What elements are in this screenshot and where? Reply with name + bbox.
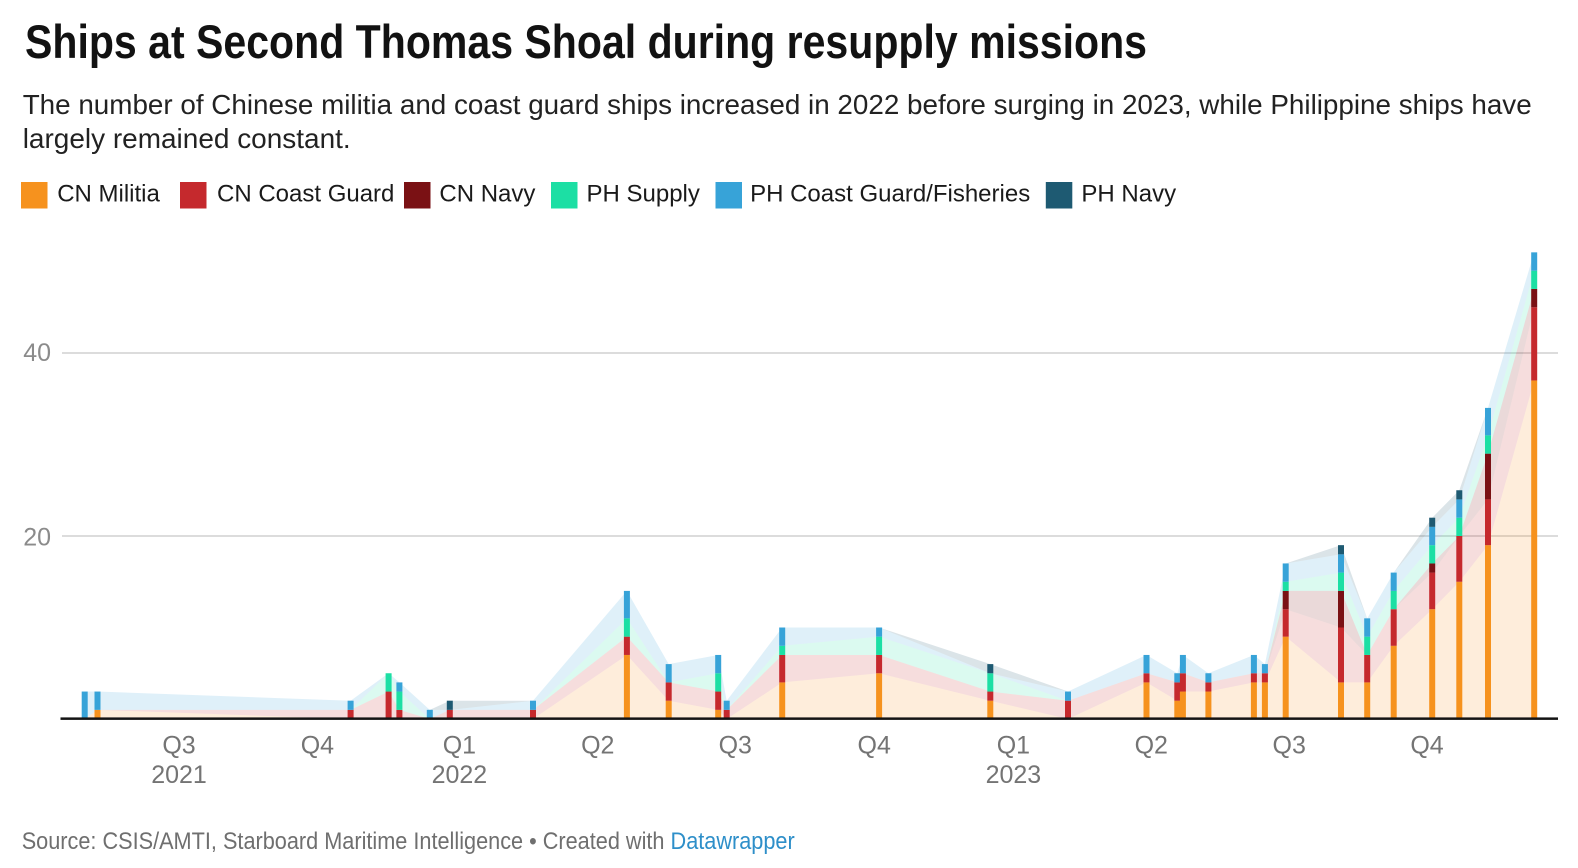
svg-text:PH Supply: PH Supply	[587, 180, 700, 207]
svg-text:Q3: Q3	[719, 732, 752, 760]
svg-text:2023: 2023	[986, 761, 1042, 789]
svg-text:Q1: Q1	[997, 732, 1030, 760]
svg-text:largely remained constant.: largely remained constant.	[23, 123, 351, 154]
svg-text:Q2: Q2	[581, 732, 614, 760]
svg-text:Q1: Q1	[443, 732, 476, 760]
svg-text:PH Coast Guard/Fisheries: PH Coast Guard/Fisheries	[750, 180, 1030, 207]
svg-text:Q4: Q4	[858, 732, 891, 760]
svg-text:PH Navy: PH Navy	[1081, 180, 1176, 207]
svg-text:2022: 2022	[432, 761, 488, 789]
svg-text:Q3: Q3	[1273, 732, 1306, 760]
svg-text:CN Coast Guard: CN Coast Guard	[217, 180, 394, 207]
svg-text:Q3: Q3	[162, 732, 195, 760]
svg-text:Source: CSIS/AMTI, Starboard M: Source: CSIS/AMTI, Starboard Maritime In…	[22, 828, 795, 855]
svg-text:Q4: Q4	[301, 732, 334, 760]
svg-text:20: 20	[23, 524, 51, 552]
svg-text:2021: 2021	[151, 761, 207, 789]
svg-text:CN Navy: CN Navy	[439, 180, 535, 207]
svg-text:CN Militia: CN Militia	[57, 180, 160, 207]
svg-text:The number of Chinese militia: The number of Chinese militia and coast …	[23, 89, 1532, 120]
svg-text:Q4: Q4	[1410, 732, 1443, 760]
svg-text:Ships at Second Thomas Shoal d: Ships at Second Thomas Shoal during resu…	[25, 15, 1147, 68]
svg-text:40: 40	[23, 339, 51, 367]
svg-text:Q2: Q2	[1135, 732, 1168, 760]
